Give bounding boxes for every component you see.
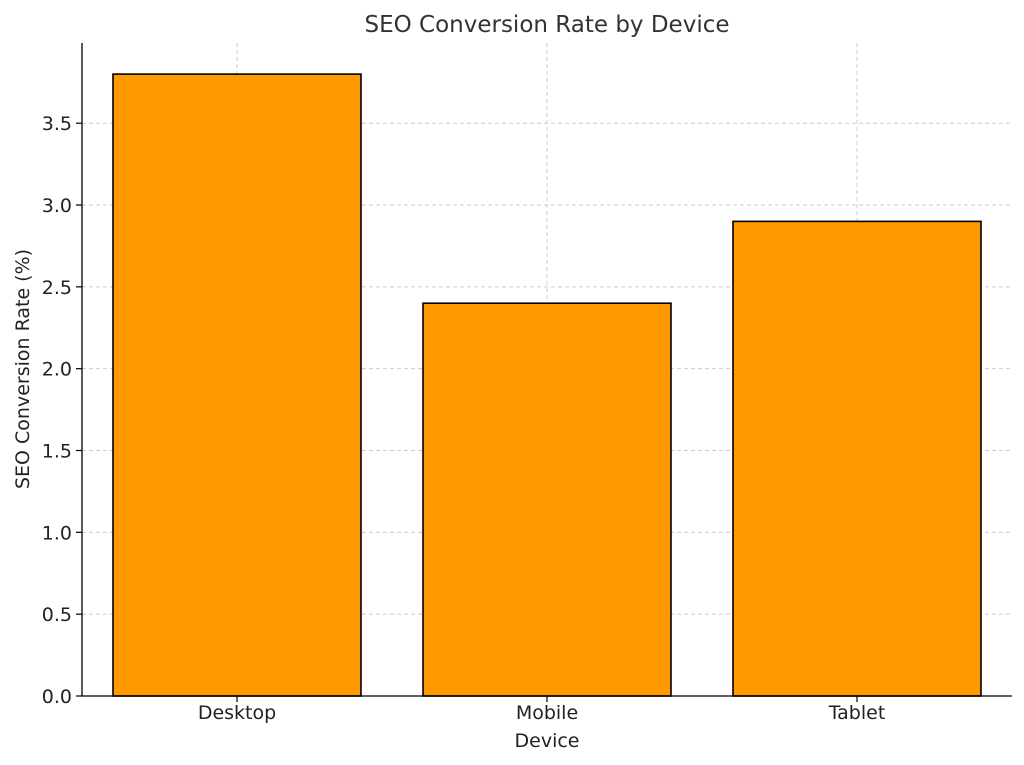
y-tick-label: 3.5 [42,113,72,135]
bar-desktop [112,73,362,697]
y-tick-label: 1.0 [42,522,72,544]
y-tick-label: 0.5 [42,604,72,626]
y-tick-label: 1.5 [42,441,72,463]
y-ticks: 0.0 0.5 1.0 1.5 2.0 2.5 3.0 3.5 [42,113,82,708]
bar-mobile [422,302,672,697]
x-ticks: Desktop Mobile Tablet [198,696,885,724]
bar-tablet [732,220,982,697]
x-tick-label: Mobile [516,702,578,724]
y-tick-label: 0.0 [42,686,72,708]
x-tick-label: Desktop [198,702,276,724]
x-tick-label: Tablet [828,702,886,724]
y-tick-label: 3.0 [42,195,72,217]
bars [112,73,982,697]
x-axis-label: Device [515,730,580,752]
y-tick-label: 2.5 [42,277,72,299]
chart-title: SEO Conversion Rate by Device [364,12,729,38]
y-axis-label: SEO Conversion Rate (%) [12,249,34,489]
y-tick-label: 2.0 [42,359,72,381]
